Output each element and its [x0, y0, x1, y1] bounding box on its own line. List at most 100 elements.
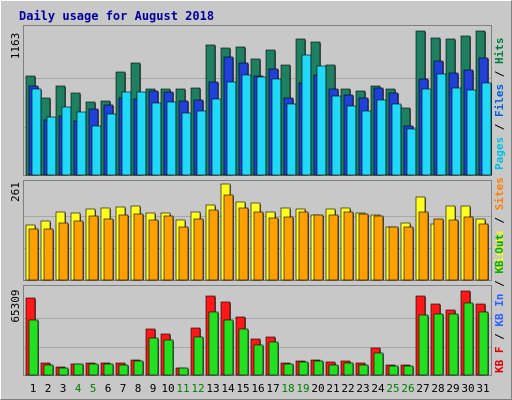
- legend-traffic: KB F / KB In / KB Out: [493, 234, 506, 373]
- bar-sites-sites: [208, 209, 219, 281]
- bar-traffic-kb-out: [238, 328, 249, 376]
- bar-traffic-kb-out: [43, 364, 54, 376]
- bar-requests-pages: [196, 110, 207, 176]
- bar-requests-pages: [46, 116, 57, 176]
- bar-traffic-kb-out: [268, 341, 279, 376]
- bar-traffic-kb-out: [388, 365, 399, 376]
- bar-sites-sites: [163, 215, 174, 281]
- bar-traffic-kb-out: [88, 363, 99, 376]
- bar-sites-sites: [298, 211, 309, 281]
- axis-max-label-sites: 261: [9, 182, 22, 202]
- bar-requests-pages: [421, 88, 432, 176]
- bar-sites-sites: [178, 226, 189, 281]
- x-tick-label: 24: [371, 382, 385, 395]
- bar-requests-pages: [136, 91, 147, 176]
- bar-sites-sites: [118, 214, 129, 281]
- bar-traffic-kb-out: [478, 311, 489, 376]
- bar-requests-pages: [316, 65, 327, 176]
- legend-files: Files: [493, 84, 506, 117]
- bar-sites-sites: [58, 222, 69, 281]
- x-tick-label: 1: [30, 382, 37, 395]
- bar-traffic-kb-out: [253, 344, 264, 376]
- bar-traffic-kb-out: [298, 361, 309, 376]
- legend-pages: Pages: [493, 137, 506, 170]
- bar-requests-pages: [166, 101, 177, 176]
- bar-requests-pages: [406, 128, 417, 176]
- x-tick-label: 30: [461, 382, 474, 395]
- bar-sites-sites: [133, 213, 144, 281]
- bar-sites-sites: [313, 214, 324, 281]
- x-tick-label: 19: [296, 382, 309, 395]
- bar-sites-sites: [268, 217, 279, 281]
- bar-traffic-kb-out: [313, 360, 324, 376]
- bar-sites-sites: [148, 219, 159, 281]
- x-tick-label: 18: [281, 382, 294, 395]
- legend-hits: Hits: [493, 38, 506, 65]
- bar-traffic-kb-out: [328, 364, 339, 376]
- x-tick-label: 23: [356, 382, 369, 395]
- x-tick-label: 14: [221, 382, 235, 395]
- x-tick-label: 21: [326, 382, 339, 395]
- legend-visits: Visits: [493, 230, 506, 270]
- bar-requests-pages: [271, 78, 282, 176]
- bar-requests-pages: [376, 99, 387, 176]
- bar-sites-sites: [253, 211, 264, 281]
- bar-requests-pages: [481, 82, 492, 176]
- bar-requests-pages: [331, 95, 342, 176]
- bar-requests-pages: [76, 111, 87, 176]
- bar-sites-sites: [403, 226, 414, 281]
- x-tick-label: 3: [60, 382, 67, 395]
- bar-traffic-kb-out: [133, 360, 144, 376]
- bar-requests-pages: [31, 88, 42, 176]
- bar-traffic-kb-out: [283, 363, 294, 376]
- x-tick-labels: 1 2 3 4 5 6 7 8 9 10 11 12 13 14 15 16 17 18 19 20 21 22 23 24 2…: [30, 382, 490, 395]
- x-tick-label: 10: [161, 382, 174, 395]
- bar-traffic-kb-out: [193, 336, 204, 376]
- x-tick-label: 12: [191, 382, 204, 395]
- legend-separator: /: [493, 210, 506, 230]
- bar-requests-pages: [451, 87, 462, 176]
- bar-sites-sites: [388, 226, 399, 281]
- bar-sites-sites: [463, 216, 474, 281]
- legend-kb-in: KB In: [493, 294, 506, 327]
- bar-traffic-kb-out: [73, 363, 84, 376]
- legend-kb-out: KB Out: [493, 234, 506, 274]
- bar-sites-sites: [88, 215, 99, 281]
- bar-requests-pages: [286, 103, 297, 176]
- bar-sites-sites: [283, 216, 294, 281]
- bar-traffic-kb-out: [148, 337, 159, 376]
- bar-sites-sites: [238, 207, 249, 281]
- bar-traffic-kb-out: [358, 364, 369, 376]
- bar-traffic-kb-out: [208, 311, 219, 376]
- x-tick-label: 2: [45, 382, 52, 395]
- bar-traffic-kb-out: [28, 319, 39, 376]
- chart-title: Daily usage for August 2018: [19, 9, 214, 23]
- bar-requests-pages: [181, 112, 192, 176]
- bar-traffic-kb-out: [118, 364, 129, 376]
- bar-requests-pages: [151, 102, 162, 176]
- bar-traffic-kb-out: [58, 367, 69, 376]
- bar-sites-sites: [43, 228, 54, 281]
- bar-traffic-kb-out: [178, 367, 189, 376]
- bar-requests-pages: [91, 125, 102, 176]
- bar-requests-pages: [121, 91, 132, 176]
- bar-traffic-kb-out: [418, 314, 429, 376]
- bar-traffic-kb-out: [163, 339, 174, 376]
- x-tick-label: 16: [251, 382, 264, 395]
- x-tick-label: 8: [135, 382, 142, 395]
- legend-separator: /: [493, 64, 506, 84]
- x-tick-label: 9: [150, 382, 157, 395]
- x-tick-label: 27: [416, 382, 429, 395]
- x-tick-label: 17: [266, 382, 279, 395]
- bar-traffic-kb-out: [463, 302, 474, 376]
- legend-requests: Pages / Files / Hits: [493, 38, 506, 171]
- bar-requests-pages: [436, 73, 447, 176]
- bars: [25, 30, 492, 376]
- bar-sites-sites: [103, 218, 114, 281]
- bar-sites-sites: [373, 215, 384, 281]
- bar-traffic-kb-out: [373, 352, 384, 376]
- bar-requests-pages: [106, 113, 117, 176]
